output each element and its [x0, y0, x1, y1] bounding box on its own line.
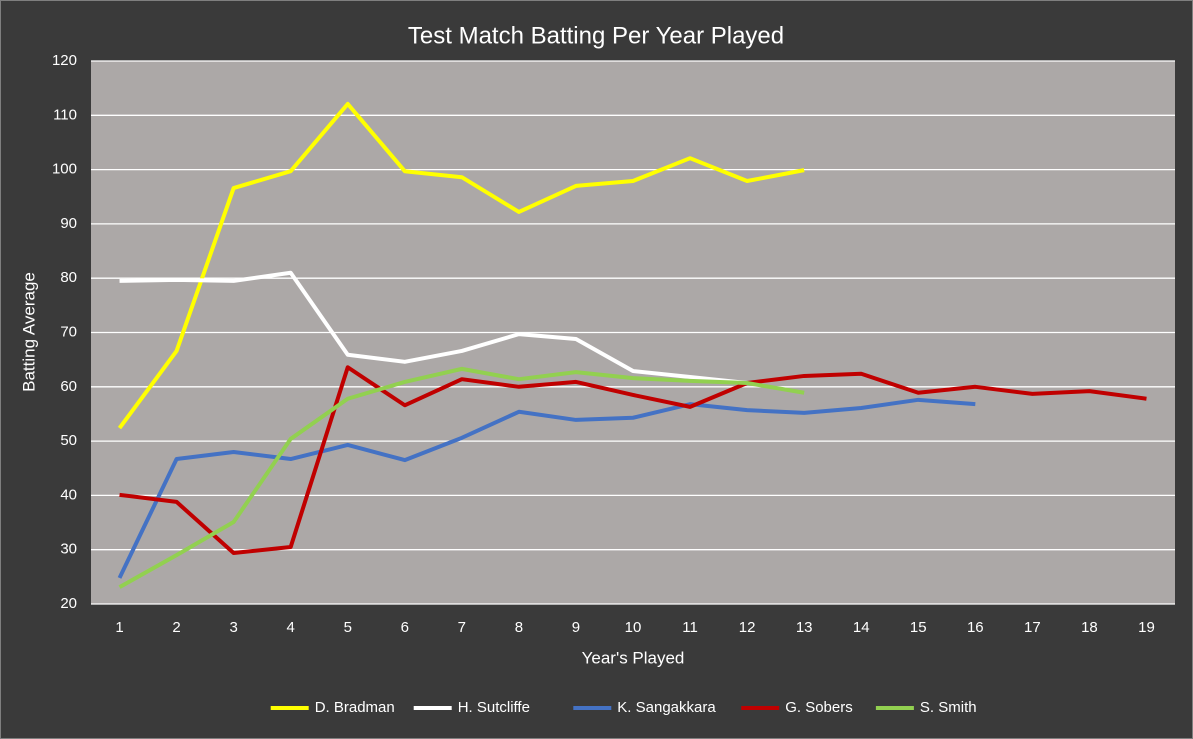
y-axis-label: Batting Average [19, 272, 38, 392]
y-tick-label: 30 [60, 541, 77, 558]
series-line [119, 365, 1147, 555]
x-tick-label: 1 [115, 619, 123, 636]
x-tick-label: 5 [344, 619, 352, 636]
x-tick-label: 7 [458, 619, 466, 636]
x-tick-label: 11 [682, 619, 698, 636]
y-tick-label: 20 [60, 595, 77, 612]
y-tick-label: 110 [53, 106, 77, 123]
x-tick-label: 8 [515, 619, 523, 636]
x-tick-label: 6 [401, 619, 409, 636]
series-line [117, 397, 976, 579]
y-tick-label: 80 [60, 269, 77, 286]
series-line [118, 366, 805, 589]
legend-label: G. Sobers [785, 699, 853, 716]
series-line [117, 101, 805, 430]
legend-label: H. Sutcliffe [458, 699, 530, 716]
y-tick-label: 50 [60, 432, 77, 449]
y-tick-label: 90 [60, 215, 77, 232]
y-tick-label: 120 [52, 52, 77, 69]
x-axis-label: Year's Played [582, 648, 685, 667]
x-tick-label: 14 [853, 619, 870, 636]
x-tick-label: 12 [739, 619, 756, 636]
x-tick-label: 13 [796, 619, 813, 636]
chart-title: Test Match Batting Per Year Played [408, 22, 784, 49]
legend-label: S. Smith [920, 699, 977, 716]
legend-label: K. Sangakkara [617, 699, 716, 716]
x-tick-label: 16 [967, 619, 984, 636]
legend-label: D. Bradman [315, 699, 395, 716]
x-tick-label: 4 [287, 619, 295, 636]
y-tick-label: 100 [52, 161, 77, 178]
x-tick-label: 15 [910, 619, 927, 636]
x-tick-label: 9 [572, 619, 580, 636]
y-tick-label: 70 [60, 323, 77, 340]
x-tick-label: 3 [229, 619, 237, 636]
x-tick-label: 19 [1138, 619, 1155, 636]
x-tick-label: 18 [1081, 619, 1098, 636]
x-tick-label: 17 [1024, 619, 1041, 636]
y-tick-label: 40 [60, 486, 77, 503]
x-tick-label: 10 [625, 619, 642, 636]
y-tick-label: 60 [60, 378, 77, 395]
series-line [119, 270, 748, 385]
x-tick-label: 2 [172, 619, 180, 636]
